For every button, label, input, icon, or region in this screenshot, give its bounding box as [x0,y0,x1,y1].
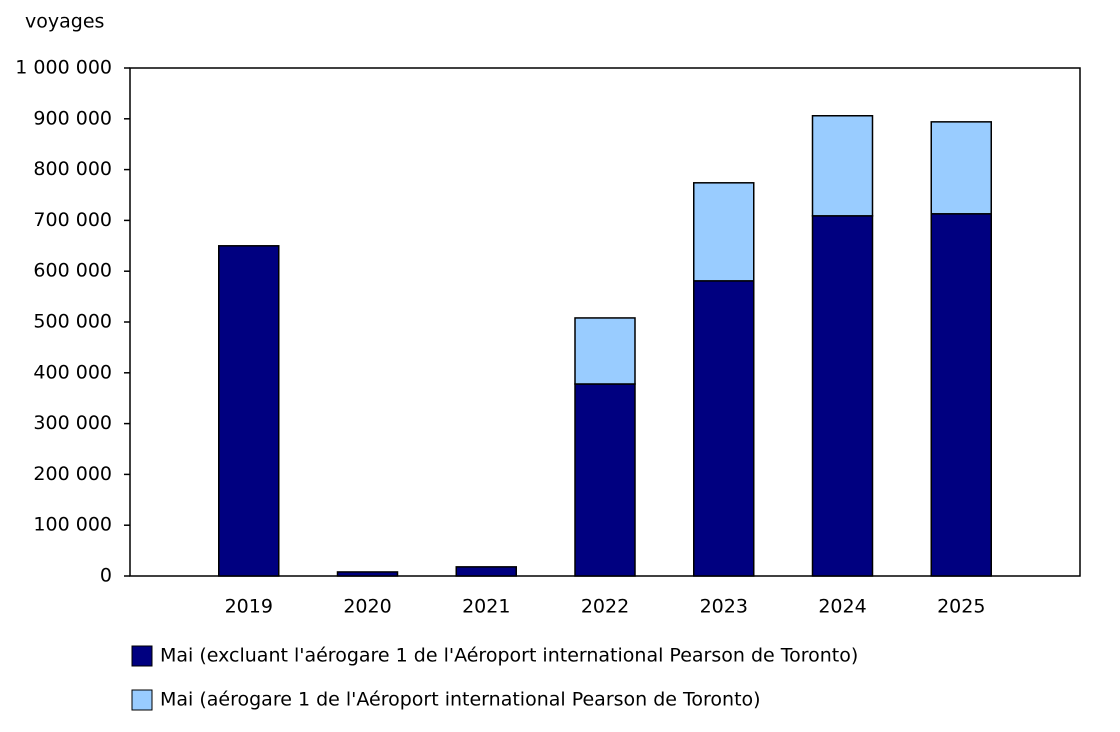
x-tick-label: 2021 [462,596,510,618]
bar-segment [930,213,992,577]
y-tick-label: 0 [100,565,112,587]
bar-segment [574,383,636,577]
bar-segment [693,182,755,282]
x-tick-label: 2020 [343,596,391,618]
bar-segment [930,121,992,215]
y-tick-label: 1 000 000 [15,57,112,79]
y-tick-label: 100 000 [33,514,112,536]
bar-segment [455,566,517,577]
x-tick-label: 2024 [818,596,866,618]
y-tick-label: 300 000 [33,412,112,434]
bar-segment [574,317,636,385]
x-tick-label: 2025 [937,596,985,618]
bar-segment [693,280,755,577]
y-axis-label: voyages [25,11,104,33]
y-tick-label: 900 000 [33,107,112,129]
legend-label: Mai (excluant l'aérogare 1 de l'Aéroport… [160,645,858,667]
bar-segment [336,571,399,577]
legend-swatch [131,645,153,667]
legend-label: Mai (aérogare 1 de l'Aéroport internatio… [160,689,761,711]
legend-swatch [131,689,153,711]
x-tick-label: 2023 [700,596,748,618]
bar-segment [811,115,874,217]
y-tick-label: 200 000 [33,463,112,485]
y-tick-label: 700 000 [33,209,112,231]
y-tick-label: 800 000 [33,158,112,180]
bar-segment [218,245,280,577]
x-tick-label: 2019 [225,596,273,618]
x-tick-label: 2022 [581,596,629,618]
bar-segment [811,215,874,577]
y-tick-label: 400 000 [33,361,112,383]
y-tick-label: 500 000 [33,311,112,333]
y-tick-label: 600 000 [33,260,112,282]
